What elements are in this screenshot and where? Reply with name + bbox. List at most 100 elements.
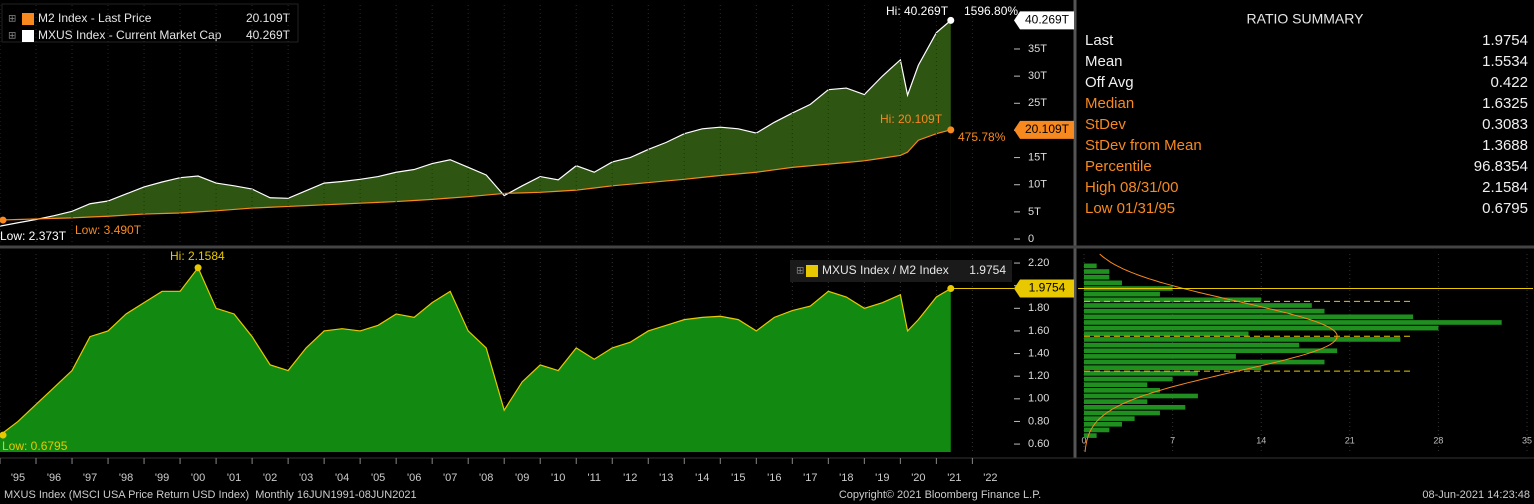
legend-value: 1.9754	[969, 263, 1006, 277]
legend-toggle: ⊞	[8, 31, 16, 42]
x-tick-label: '99	[155, 472, 169, 484]
annotation: Low: 0.6795	[2, 439, 68, 453]
series-line	[0, 19, 952, 227]
last-value-label: 1.9754	[1029, 281, 1066, 295]
x-tick-label: '16	[767, 472, 781, 484]
x-tick-label: 28	[1433, 435, 1443, 445]
x-tick-label: '95	[11, 472, 25, 484]
x-tick-label: '96	[47, 472, 61, 484]
annotation: 475.78%	[958, 130, 1006, 144]
histogram-bar	[1084, 337, 1401, 342]
summary-value: 0.6795	[1482, 200, 1528, 217]
series-area	[0, 267, 951, 452]
histogram-bar	[1084, 421, 1122, 427]
y-tick-label: 1.00	[1028, 393, 1049, 405]
summary-label: Mean	[1085, 53, 1123, 70]
y-tick-label: 0	[1028, 233, 1034, 245]
histogram-bar	[1084, 388, 1160, 393]
summary-value: 2.1584	[1482, 179, 1528, 196]
summary-label: StDev from Mean	[1085, 137, 1202, 154]
footer-left: MXUS Index (MSCI USA Price Return USD In…	[4, 489, 417, 501]
annotation: Hi: 40.269T	[886, 4, 949, 18]
x-tick-label: '06	[407, 472, 421, 484]
annotation: Low: 2.373T	[0, 229, 67, 243]
y-tick-label: 1.40	[1028, 347, 1049, 359]
x-tick-label: '03	[299, 472, 313, 484]
histogram-bar	[1084, 291, 1160, 297]
x-tick-label: '12	[623, 472, 637, 484]
legend-toggle: ⊞	[8, 14, 16, 25]
annotation: Low: 3.490T	[75, 223, 142, 237]
histogram-bar	[1084, 274, 1110, 280]
summary-label: Last	[1085, 32, 1114, 49]
histogram-bar	[1084, 348, 1338, 354]
x-tick-label: '11	[587, 472, 601, 484]
x-tick-label: '07	[443, 472, 457, 484]
y-tick-label: 15T	[1028, 151, 1047, 163]
histogram-bar	[1084, 325, 1439, 331]
histogram-bar	[1084, 280, 1122, 286]
last-value-label: 40.269T	[1025, 13, 1070, 27]
histogram-bar	[1084, 404, 1186, 410]
legend-swatch	[22, 13, 34, 25]
last-value-tag	[1014, 11, 1074, 30]
legend-label: M2 Index - Last Price	[38, 11, 152, 25]
legend-swatch	[22, 30, 34, 42]
histogram-bar	[1084, 354, 1236, 359]
legend-label: MXUS Index / M2 Index	[822, 263, 949, 277]
series-area	[0, 129, 951, 240]
histogram-bar	[1084, 314, 1414, 320]
x-tick-label: '97	[83, 472, 97, 484]
x-tick-label: '15	[731, 472, 745, 484]
low-point	[0, 431, 7, 439]
y-tick-label: 0.60	[1028, 438, 1049, 450]
x-tick-label: '21	[947, 472, 961, 484]
y-tick-label: 35T	[1028, 43, 1047, 55]
summary-value: 1.5534	[1482, 53, 1528, 70]
last-value-label: 20.109T	[1025, 122, 1070, 136]
histogram-bar	[1084, 427, 1110, 433]
x-tick-label: '05	[371, 472, 385, 484]
x-tick-label: '22	[983, 472, 997, 484]
y-tick-label: 1.80	[1028, 302, 1049, 314]
normal-curve	[1084, 253, 1338, 453]
legend-box	[790, 260, 1012, 282]
histogram-bar	[1084, 359, 1325, 365]
series-line	[0, 129, 951, 221]
histogram-bar	[1084, 416, 1135, 421]
x-tick-label: 7	[1170, 435, 1175, 445]
legend-toggle: ⊞	[796, 266, 804, 277]
annotation: Hi: 20.109T	[880, 112, 943, 126]
high-point	[194, 264, 202, 272]
y-tick-label: 1.20	[1028, 370, 1049, 382]
y-tick-label: 10T	[1028, 179, 1047, 191]
last-point	[947, 126, 955, 134]
x-tick-label: '01	[227, 472, 241, 484]
y-tick-label: 1.60	[1028, 325, 1049, 337]
histogram-bar	[1084, 269, 1110, 274]
annotation: 1596.80%	[964, 4, 1018, 18]
histogram-bar	[1084, 331, 1249, 337]
x-tick-label: '14	[695, 472, 709, 484]
histogram-bar	[1084, 376, 1173, 382]
summary-value: 1.6325	[1482, 95, 1528, 112]
x-tick-label: '10	[551, 472, 565, 484]
last-value-tag	[1014, 120, 1074, 139]
summary-label: Off Avg	[1085, 74, 1134, 91]
histogram-bar	[1084, 297, 1262, 303]
histogram-bar	[1084, 433, 1097, 438]
annotation: Hi: 2.1584	[170, 249, 225, 263]
histogram-bar	[1084, 320, 1502, 325]
legend-value: 20.109T	[246, 11, 291, 25]
legend-label: MXUS Index - Current Market Cap	[38, 28, 222, 42]
y-tick-label: 0.80	[1028, 415, 1049, 427]
summary-title: RATIO SUMMARY	[1247, 11, 1365, 27]
x-tick-label: '09	[515, 472, 529, 484]
y-tick-label: 5T	[1028, 206, 1041, 218]
last-point	[947, 16, 955, 24]
x-tick-label: 21	[1345, 435, 1355, 445]
histogram-bar	[1084, 382, 1148, 388]
histogram-bar	[1084, 308, 1325, 314]
